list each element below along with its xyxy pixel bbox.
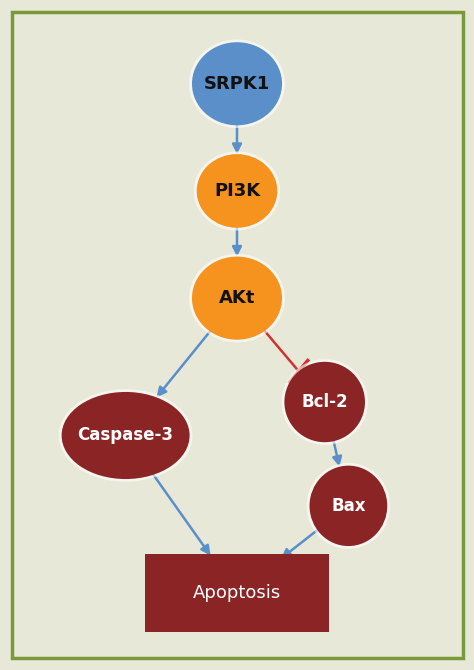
- Ellipse shape: [197, 154, 277, 228]
- Ellipse shape: [192, 42, 282, 125]
- Ellipse shape: [189, 40, 285, 128]
- Ellipse shape: [307, 463, 390, 549]
- Text: AKt: AKt: [219, 289, 255, 307]
- Text: PI3K: PI3K: [214, 182, 260, 200]
- Text: Bax: Bax: [331, 497, 365, 515]
- Text: Bcl-2: Bcl-2: [301, 393, 348, 411]
- Ellipse shape: [189, 254, 285, 342]
- Text: SRPK1: SRPK1: [204, 75, 270, 92]
- Text: Caspase-3: Caspase-3: [78, 427, 173, 444]
- Ellipse shape: [282, 359, 368, 445]
- Ellipse shape: [192, 257, 282, 340]
- Ellipse shape: [310, 466, 387, 546]
- FancyBboxPatch shape: [145, 554, 329, 632]
- Ellipse shape: [62, 392, 190, 479]
- Ellipse shape: [59, 389, 192, 482]
- Ellipse shape: [194, 151, 280, 230]
- Ellipse shape: [284, 362, 365, 442]
- Text: Apoptosis: Apoptosis: [193, 584, 281, 602]
